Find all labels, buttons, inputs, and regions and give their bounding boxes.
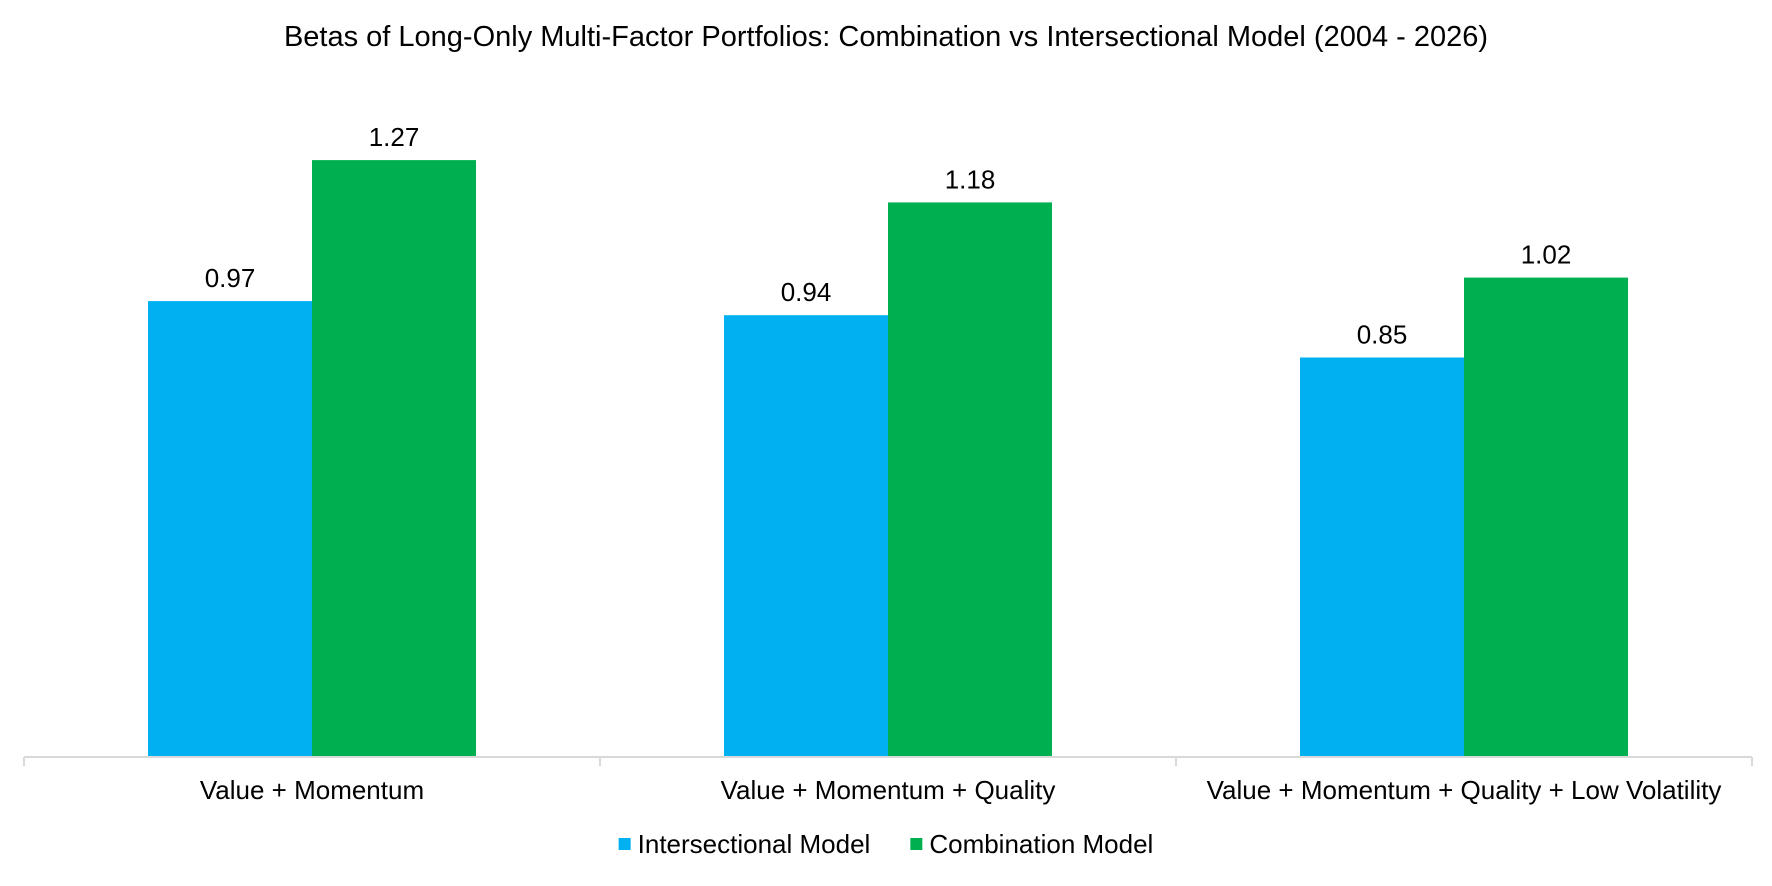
legend-label-intersectional-model: Intersectional Model — [638, 829, 871, 859]
chart-title: Betas of Long-Only Multi-Factor Portfoli… — [284, 21, 1488, 53]
legend-item-intersectional-model: Intersectional Model — [618, 829, 871, 859]
data-label-intersectional-model-value-momentum-quality-low-volatility: 0.85 — [1357, 320, 1408, 350]
legend: Intersectional Model Combination Model — [618, 829, 1153, 859]
bars-layer — [148, 160, 1628, 758]
bar-intersectional-model-value-momentum — [148, 301, 312, 757]
legend-item-combination-model: Combination Model — [910, 829, 1153, 859]
x-axis: Value + Momentum Value + Momentum + Quali… — [23, 756, 1753, 805]
bar-combination-model-value-momentum — [312, 160, 476, 758]
data-labels-layer: 0.97 1.27 0.94 1.18 0.85 1.02 — [205, 122, 1572, 349]
legend-swatch-combination-model — [910, 838, 923, 850]
x-tick-label-value-momentum: Value + Momentum — [200, 775, 424, 805]
data-label-combination-model-value-momentum-quality: 1.18 — [945, 164, 996, 194]
x-tick-label-value-momentum-quality: Value + Momentum + Quality — [721, 775, 1056, 805]
legend-swatch-intersectional-model — [618, 838, 631, 850]
data-label-combination-model-value-momentum: 1.27 — [369, 122, 420, 152]
data-label-combination-model-value-momentum-quality-low-volatility: 1.02 — [1521, 240, 1572, 270]
bar-intersectional-model-value-momentum-quality-low-volatility — [1300, 357, 1464, 757]
bar-combination-model-value-momentum-quality — [888, 202, 1052, 757]
data-label-intersectional-model-value-momentum: 0.97 — [205, 263, 256, 293]
x-tick-label-value-momentum-quality-low-volatility: Value + Momentum + Quality + Low Volatil… — [1207, 775, 1722, 805]
data-label-intersectional-model-value-momentum-quality: 0.94 — [781, 277, 832, 307]
bar-combination-model-value-momentum-quality-low-volatility — [1464, 277, 1628, 757]
bar-intersectional-model-value-momentum-quality — [724, 315, 888, 757]
legend-label-combination-model: Combination Model — [929, 829, 1153, 859]
